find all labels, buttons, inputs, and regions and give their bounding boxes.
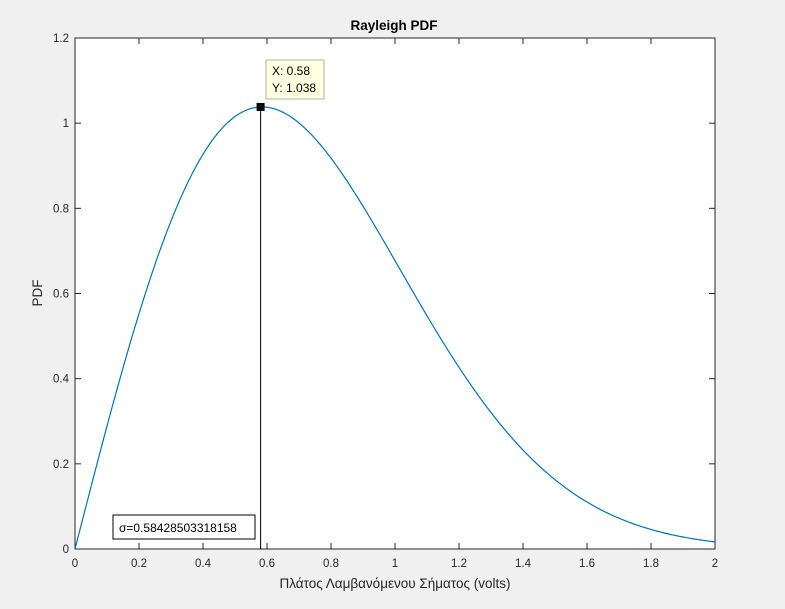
x-tick-label: 2	[712, 558, 718, 570]
y-axis-ticks: 0 0.2 0.4 0.6 0.8 1 1.2	[53, 33, 715, 556]
x-tick-label: 0.2	[131, 558, 147, 570]
x-tick-label: 1.6	[579, 558, 595, 570]
datatip-background	[265, 59, 325, 100]
y-tick-label: 0	[63, 544, 69, 556]
sigma-annotation-box	[112, 514, 256, 540]
y-tick-label: 0.4	[53, 374, 70, 386]
plot-area	[74, 37, 716, 550]
y-axis-label: PDF	[30, 280, 45, 307]
sigma-annotation-text: σ=0.58428503318158	[119, 521, 237, 535]
x-tick-label: 1.8	[643, 558, 659, 570]
datatip-box[interactable]: X: 0.58 Y: 1.038	[265, 59, 325, 100]
x-tick-label: 1	[392, 558, 398, 570]
y-tick-label: 0.6	[53, 289, 69, 301]
x-axis-label: Πλάτος Λαμβανόμενου Σήματος (volts)	[280, 576, 511, 591]
y-tick-label: 0.2	[53, 459, 69, 471]
x-tick-label: 0.8	[323, 558, 339, 570]
x-tick-label: 0.4	[195, 558, 212, 570]
x-axis-ticks: 0 0.2 0.4 0.6 0.8 1 1.2 1.4 1.6 1.8 2	[72, 38, 718, 570]
y-tick-label: 1.2	[53, 33, 69, 45]
datatip-x-text: X: 0.58	[272, 64, 310, 78]
y-tick-label: 0.8	[53, 203, 69, 215]
x-tick-label: 1.2	[451, 558, 467, 570]
x-tick-label: 1.4	[515, 558, 532, 570]
x-tick-label: 0.6	[259, 558, 275, 570]
sigma-annotation[interactable]: σ=0.58428503318158	[112, 514, 256, 540]
chart-title: Rayleigh PDF	[350, 18, 437, 33]
series-line	[74, 106, 716, 550]
datatip-marker[interactable]	[256, 102, 265, 111]
datatip-y-text: Y: 1.038	[272, 81, 316, 95]
y-tick-label: 1	[63, 118, 69, 130]
x-tick-label: 0	[72, 558, 78, 570]
